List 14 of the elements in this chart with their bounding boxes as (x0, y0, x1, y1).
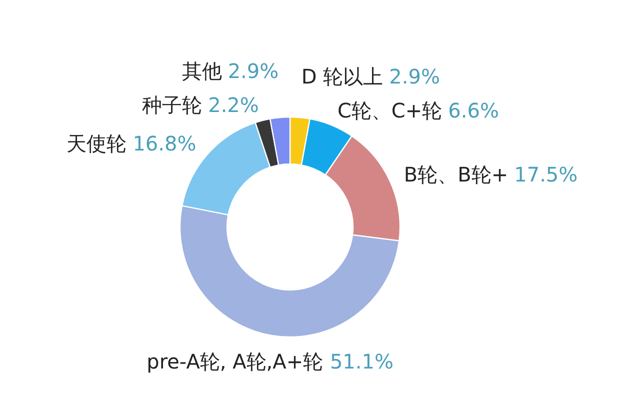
slice-label: B轮、B轮+ (404, 162, 508, 187)
data-label: 2.9% (389, 64, 440, 88)
data-label: 2.2% (208, 92, 259, 117)
data-label: 51.1% (330, 349, 394, 374)
data-label: 2.9% (228, 58, 279, 83)
slice-label: C轮、C+轮 (337, 98, 442, 122)
slice-label: 其他 (182, 58, 222, 83)
slice-label: 种子轮 (142, 92, 202, 117)
slice-label: pre-A轮, A轮,A+轮 (146, 349, 324, 374)
data-label: 17.5% (514, 162, 578, 187)
data-label: 6.6% (448, 98, 499, 122)
data-label: 16.8% (132, 131, 196, 156)
slice-label: 天使轮 (66, 131, 127, 156)
slice-label: D 轮以上 (301, 64, 384, 88)
